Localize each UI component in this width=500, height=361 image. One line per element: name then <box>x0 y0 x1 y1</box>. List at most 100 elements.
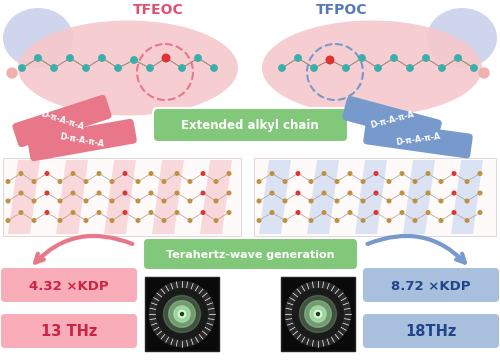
Circle shape <box>257 199 261 203</box>
Circle shape <box>168 301 196 327</box>
Circle shape <box>387 180 391 183</box>
Circle shape <box>188 180 192 183</box>
Polygon shape <box>451 160 483 234</box>
Circle shape <box>279 65 285 71</box>
Circle shape <box>84 199 88 203</box>
Circle shape <box>400 172 404 175</box>
Circle shape <box>465 219 469 222</box>
FancyBboxPatch shape <box>145 277 219 351</box>
Circle shape <box>391 55 397 61</box>
Circle shape <box>67 55 73 61</box>
Circle shape <box>58 219 62 222</box>
Circle shape <box>32 180 36 183</box>
Text: D-π-A-π-A: D-π-A-π-A <box>59 132 105 148</box>
Circle shape <box>110 219 114 222</box>
Circle shape <box>374 172 378 175</box>
Text: Terahertz-wave generation: Terahertz-wave generation <box>166 250 334 260</box>
Polygon shape <box>355 160 387 234</box>
Circle shape <box>326 56 334 64</box>
Circle shape <box>295 55 301 61</box>
Circle shape <box>361 219 365 222</box>
FancyBboxPatch shape <box>143 238 358 270</box>
Circle shape <box>175 172 179 175</box>
Circle shape <box>283 199 287 203</box>
Circle shape <box>188 199 192 203</box>
Ellipse shape <box>427 8 497 68</box>
Circle shape <box>45 211 49 214</box>
Circle shape <box>439 65 445 71</box>
Circle shape <box>387 219 391 222</box>
Circle shape <box>374 191 378 195</box>
Circle shape <box>361 199 365 203</box>
Text: 13 THz: 13 THz <box>41 325 97 339</box>
Polygon shape <box>8 160 40 234</box>
Circle shape <box>19 65 25 71</box>
Circle shape <box>164 296 200 332</box>
Circle shape <box>19 191 23 195</box>
Circle shape <box>156 289 208 339</box>
Circle shape <box>201 172 205 175</box>
Circle shape <box>149 211 153 214</box>
Circle shape <box>257 180 261 183</box>
FancyBboxPatch shape <box>153 108 348 142</box>
Circle shape <box>162 180 166 183</box>
Circle shape <box>123 172 127 175</box>
Circle shape <box>71 172 75 175</box>
Circle shape <box>283 219 287 222</box>
Polygon shape <box>403 160 435 234</box>
FancyBboxPatch shape <box>1 268 137 302</box>
Circle shape <box>300 296 337 332</box>
Circle shape <box>400 191 404 195</box>
Circle shape <box>309 199 313 203</box>
Circle shape <box>322 191 326 195</box>
FancyBboxPatch shape <box>254 158 496 236</box>
Circle shape <box>413 180 417 183</box>
Circle shape <box>348 191 352 195</box>
Circle shape <box>123 211 127 214</box>
Circle shape <box>136 219 140 222</box>
FancyBboxPatch shape <box>342 96 442 144</box>
Circle shape <box>175 191 179 195</box>
FancyArrowPatch shape <box>35 236 132 262</box>
Circle shape <box>201 211 205 214</box>
Circle shape <box>97 191 101 195</box>
Circle shape <box>195 55 201 61</box>
Text: 4.32 ×KDP: 4.32 ×KDP <box>29 279 109 292</box>
Circle shape <box>270 191 274 195</box>
Circle shape <box>174 306 190 322</box>
Circle shape <box>423 55 429 61</box>
Circle shape <box>452 191 456 195</box>
Circle shape <box>316 313 320 316</box>
Circle shape <box>211 65 217 71</box>
Polygon shape <box>259 160 291 234</box>
Circle shape <box>35 55 41 61</box>
Circle shape <box>407 65 413 71</box>
Circle shape <box>180 313 184 316</box>
Circle shape <box>32 199 36 203</box>
FancyBboxPatch shape <box>363 314 499 348</box>
Circle shape <box>84 219 88 222</box>
Circle shape <box>131 57 137 63</box>
Circle shape <box>179 65 185 71</box>
Ellipse shape <box>3 8 73 68</box>
Circle shape <box>45 172 49 175</box>
Ellipse shape <box>18 21 238 116</box>
Circle shape <box>201 191 205 195</box>
Circle shape <box>335 219 339 222</box>
Circle shape <box>335 180 339 183</box>
Circle shape <box>413 219 417 222</box>
Circle shape <box>84 180 88 183</box>
Circle shape <box>162 219 166 222</box>
Circle shape <box>270 211 274 214</box>
Circle shape <box>374 211 378 214</box>
Circle shape <box>97 211 101 214</box>
Polygon shape <box>104 160 136 234</box>
Circle shape <box>452 211 456 214</box>
Polygon shape <box>200 160 232 234</box>
Circle shape <box>426 191 430 195</box>
Circle shape <box>439 199 443 203</box>
Circle shape <box>304 301 332 327</box>
FancyBboxPatch shape <box>1 314 137 348</box>
Circle shape <box>188 219 192 222</box>
Circle shape <box>19 211 23 214</box>
